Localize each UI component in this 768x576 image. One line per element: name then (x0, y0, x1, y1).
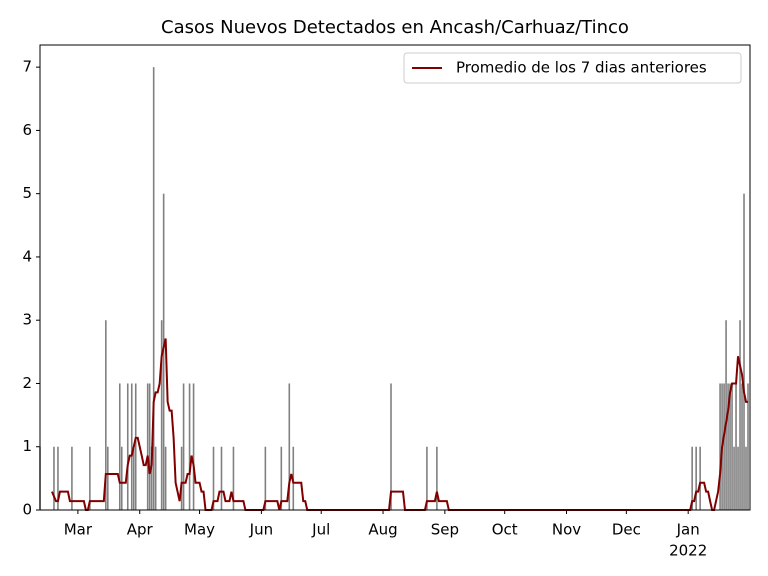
legend: Promedio de los 7 dias anteriores (403, 52, 742, 84)
x-tick-label: Mar (64, 521, 93, 539)
bar (152, 67, 155, 511)
bar (727, 383, 729, 510)
bar (731, 383, 733, 510)
bar (288, 383, 291, 510)
y-tick-label: 1 (22, 437, 32, 455)
x-tick-label: Aug (368, 521, 397, 539)
bar (132, 446, 135, 510)
y-tick-label: 0 (22, 501, 32, 519)
average-line (51, 338, 749, 511)
legend-label: Promedio de los 7 dias anteriores (456, 59, 707, 77)
legend-box (403, 52, 742, 84)
bar (192, 383, 195, 510)
y-tick-label: 7 (22, 58, 32, 76)
bar (739, 320, 741, 510)
bar (126, 383, 129, 510)
bar (220, 446, 223, 510)
bar (426, 446, 428, 510)
bar (180, 446, 183, 510)
x-tick-label: Dec (612, 521, 641, 539)
bar (743, 193, 745, 510)
y-tick-label: 6 (22, 121, 32, 139)
bar (747, 383, 749, 510)
bar (71, 446, 73, 510)
x-tick-label: Jan (676, 521, 700, 539)
x-tick-label: Sep (431, 521, 459, 539)
bar (148, 383, 151, 510)
bar (105, 320, 107, 510)
x-tick-label: Nov (552, 521, 581, 539)
bar (725, 320, 727, 510)
bar (729, 383, 731, 510)
x-tick-label: Jun (249, 521, 273, 539)
bar (232, 446, 235, 510)
bar (280, 446, 283, 510)
bar (134, 383, 137, 510)
plot-frame (39, 44, 751, 511)
bar (699, 446, 701, 510)
bar (695, 446, 697, 510)
bar (160, 320, 163, 510)
bar (118, 383, 121, 510)
bar (53, 446, 55, 510)
bar (146, 383, 149, 510)
bar (212, 446, 215, 510)
bar (154, 446, 157, 510)
bar (164, 446, 167, 510)
bar (89, 446, 91, 510)
bar (737, 446, 739, 510)
bar (735, 383, 737, 510)
bar (741, 383, 743, 510)
bar (719, 383, 721, 510)
x-tick-label: Jul (311, 521, 330, 539)
x-year-label: 2022 (669, 542, 707, 560)
x-tick-label: Apr (127, 521, 154, 539)
bar (733, 446, 735, 510)
bar (182, 383, 185, 510)
chart-title: Casos Nuevos Detectados en Ancash/Carhua… (161, 17, 629, 38)
bar (691, 446, 693, 510)
x-tick-label: May (184, 521, 215, 539)
x-tick-label: Oct (492, 521, 518, 539)
bar (390, 383, 392, 510)
bar (150, 446, 153, 510)
bar (107, 446, 109, 510)
y-tick-label: 3 (22, 311, 32, 329)
bar (130, 383, 133, 510)
bar (120, 446, 123, 510)
y-tick-label: 4 (22, 247, 32, 265)
y-tick-label: 2 (22, 374, 32, 392)
bar (436, 446, 438, 510)
bar (723, 383, 725, 510)
bar (57, 446, 59, 510)
y-tick-label: 5 (22, 184, 32, 202)
bar (264, 446, 267, 510)
bar (188, 383, 191, 510)
bar (745, 446, 747, 510)
